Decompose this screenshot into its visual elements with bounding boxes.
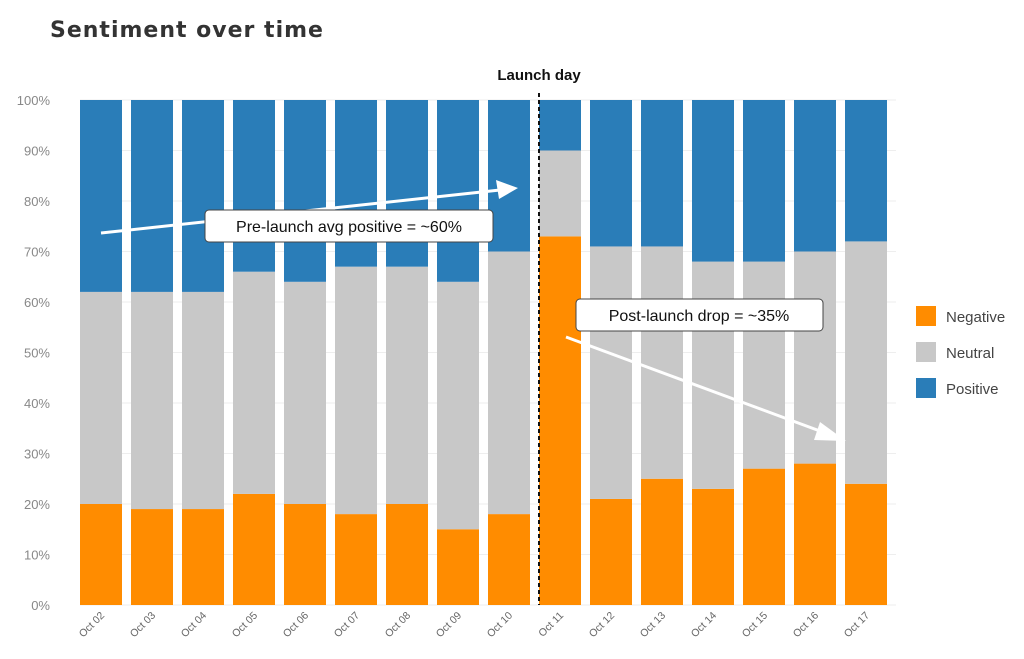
x-tick-label: Oct 03	[128, 610, 158, 640]
x-tick-label: Oct 09	[434, 610, 464, 640]
legend-label-negative: Negative	[946, 309, 1005, 326]
bar-negative	[845, 483, 887, 605]
bar-neutral	[590, 246, 632, 499]
x-tick-label: Oct 12	[587, 610, 617, 640]
bar-neutral	[488, 251, 530, 515]
y-tick-label: 50%	[24, 346, 50, 361]
pre-launch-arrowhead	[496, 180, 518, 199]
bar-neutral	[131, 291, 173, 510]
launch-day-label: Launch day	[497, 67, 581, 84]
x-tick-label: Oct 16	[791, 610, 821, 640]
x-tick-label: Oct 15	[740, 610, 770, 640]
bar-positive	[488, 100, 530, 252]
bar-neutral	[386, 266, 428, 504]
bar-neutral	[80, 291, 122, 504]
x-tick-label: Oct 06	[281, 610, 311, 640]
pre-launch-text: Pre-launch avg positive = ~60%	[236, 219, 462, 236]
post-launch-arrow	[565, 335, 829, 436]
bar-positive	[80, 100, 122, 292]
bar-neutral	[335, 266, 377, 515]
bar-positive	[845, 100, 887, 242]
bar-negative	[335, 514, 377, 605]
bar-neutral	[845, 241, 887, 484]
bar-negative	[284, 504, 326, 605]
post-launch-annotation: Post-launch drop = ~35%	[565, 298, 846, 441]
x-tick-label: Oct 13	[638, 610, 668, 640]
y-tick-label: 60%	[24, 295, 50, 310]
bar-negative	[80, 504, 122, 605]
legend-swatch-neutral	[916, 342, 936, 362]
x-tick-label: Oct 17	[842, 610, 872, 640]
bar-positive	[590, 100, 632, 247]
x-tick-label: Oct 04	[179, 610, 209, 640]
bar-positive	[182, 100, 224, 292]
bar-negative	[590, 498, 632, 605]
bar-negative	[233, 493, 275, 605]
post-launch-text: Post-launch drop = ~35%	[609, 308, 790, 325]
x-tick-label: Oct 11	[536, 610, 566, 640]
bar-positive	[284, 100, 326, 282]
bar-positive	[539, 100, 581, 151]
y-tick-label: 30%	[24, 447, 50, 462]
bar-neutral	[692, 261, 734, 489]
legend-label-neutral: Neutral	[946, 345, 994, 362]
bar-neutral	[437, 281, 479, 530]
bar-neutral	[182, 291, 224, 510]
x-tick-label: Oct 10	[485, 610, 515, 640]
bar-negative	[182, 509, 224, 605]
y-tick-label: 0%	[31, 598, 50, 613]
x-tick-label: Oct 02	[77, 610, 107, 640]
bar-neutral	[233, 271, 275, 494]
y-tick-label: 20%	[24, 497, 50, 512]
bar-negative	[692, 488, 734, 605]
bar-negative	[794, 463, 836, 605]
pre-launch-annotation: Pre-launch avg positive = ~60%	[100, 180, 518, 243]
y-tick-label: 40%	[24, 396, 50, 411]
y-tick-label: 70%	[24, 245, 50, 260]
bar-negative	[743, 468, 785, 605]
y-tick-label: 90%	[24, 144, 50, 159]
x-tick-label: Oct 08	[383, 610, 413, 640]
bar-negative	[437, 529, 479, 605]
bar-positive	[641, 100, 683, 247]
bar-neutral	[539, 150, 581, 237]
post-launch-box	[575, 298, 824, 332]
bar-negative	[641, 478, 683, 605]
legend-swatch-positive	[916, 378, 936, 398]
legend-label-positive: Positive	[946, 381, 999, 398]
bar-positive	[794, 100, 836, 252]
bar-positive	[131, 100, 173, 292]
bar-neutral	[743, 261, 785, 469]
y-tick-label: 10%	[24, 548, 50, 563]
bar-positive	[437, 100, 479, 282]
bar-positive	[692, 100, 734, 262]
y-tick-label: 80%	[24, 194, 50, 209]
bar-negative	[488, 514, 530, 605]
x-tick-label: Oct 14	[689, 610, 719, 640]
y-tick-label: 100%	[17, 93, 51, 108]
chart-title: Sentiment over time	[50, 18, 324, 43]
bar-positive	[233, 100, 275, 272]
bar-positive	[743, 100, 785, 262]
bar-negative	[386, 504, 428, 605]
legend: Negative Neutral Positive	[916, 306, 1005, 398]
bar-neutral	[641, 246, 683, 479]
bar-negative	[539, 236, 581, 605]
x-tick-label: Oct 07	[332, 610, 362, 640]
post-launch-arrowhead	[814, 422, 846, 441]
pre-launch-box	[204, 209, 494, 243]
x-tick-label: Oct 05	[230, 610, 260, 640]
legend-swatch-negative	[916, 306, 936, 326]
bar-neutral	[284, 281, 326, 504]
bar-negative	[131, 509, 173, 605]
